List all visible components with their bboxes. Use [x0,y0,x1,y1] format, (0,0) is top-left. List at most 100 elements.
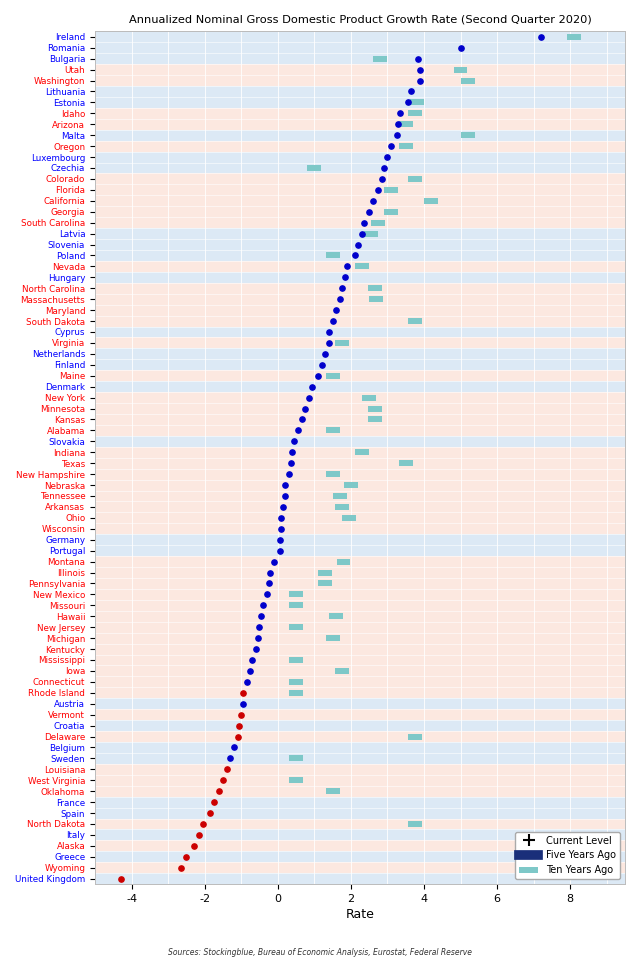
Bar [95,381,625,392]
Bar [95,32,625,42]
Bar [95,338,625,348]
Bar [335,668,349,674]
Bar [95,665,625,677]
Bar [326,427,339,433]
Bar [289,756,303,761]
Bar [289,778,303,783]
Bar [326,788,339,794]
Bar [95,852,625,862]
Bar [289,624,303,630]
Bar [371,220,385,226]
Bar [95,195,625,206]
Bar [95,720,625,732]
Bar [95,578,625,588]
Bar [95,206,625,217]
Bar [95,348,625,359]
Bar [335,504,349,510]
Bar [95,64,625,75]
Bar [384,187,398,193]
Bar [95,316,625,326]
Bar [307,165,321,171]
Bar [95,261,625,272]
Bar [95,53,625,64]
Bar [95,250,625,261]
Bar [424,198,438,204]
Bar [95,371,625,381]
Bar [289,591,303,597]
Bar [95,643,625,655]
Bar [95,535,625,545]
Bar [367,405,381,412]
Bar [95,775,625,785]
Bar [337,559,351,564]
Bar [330,613,343,619]
Bar [95,491,625,501]
X-axis label: Rate: Rate [346,908,374,921]
Bar [95,840,625,852]
Bar [95,753,625,764]
Bar [95,217,625,228]
Bar [95,545,625,556]
Bar [95,633,625,643]
Bar [95,732,625,742]
Bar [289,690,303,696]
Bar [95,611,625,622]
Bar [95,742,625,753]
Bar [95,677,625,687]
Bar [95,807,625,819]
Bar [326,636,339,641]
Bar [95,304,625,316]
Bar [95,272,625,283]
Bar [95,446,625,458]
Bar [95,283,625,294]
Bar [362,395,376,400]
Bar [567,34,580,39]
Legend: Current Level, Five Years Ago, Ten Years Ago: Current Level, Five Years Ago, Ten Years… [515,831,620,879]
Bar [289,602,303,609]
Bar [289,657,303,663]
Bar [95,425,625,436]
Bar [95,239,625,250]
Bar [461,78,475,84]
Bar [95,326,625,338]
Bar [95,174,625,184]
Bar [95,75,625,86]
Bar [369,297,383,302]
Bar [95,567,625,578]
Bar [95,130,625,141]
Bar [408,318,422,324]
Bar [95,403,625,414]
Bar [326,252,339,258]
Bar [333,493,347,499]
Bar [408,733,422,739]
Bar [367,285,381,291]
Bar [95,655,625,665]
Bar [95,501,625,513]
Bar [408,110,422,116]
Bar [342,515,356,521]
Bar [318,581,332,587]
Bar [95,588,625,600]
Bar [326,471,339,477]
Bar [95,392,625,403]
Bar [95,687,625,698]
Title: Annualized Nominal Gross Domestic Product Growth Rate (Second Quarter 2020): Annualized Nominal Gross Domestic Produc… [129,15,591,25]
Bar [95,436,625,446]
Bar [95,785,625,797]
Bar [384,208,398,215]
Bar [355,449,369,455]
Bar [95,600,625,611]
Bar [95,458,625,468]
Bar [95,468,625,480]
Bar [408,821,422,827]
Bar [289,679,303,684]
Bar [95,152,625,162]
Bar [95,97,625,108]
Bar [410,100,424,106]
Bar [408,176,422,182]
Bar [95,414,625,425]
Bar [95,513,625,523]
Bar [399,460,413,467]
Bar [344,482,358,488]
Bar [95,862,625,874]
